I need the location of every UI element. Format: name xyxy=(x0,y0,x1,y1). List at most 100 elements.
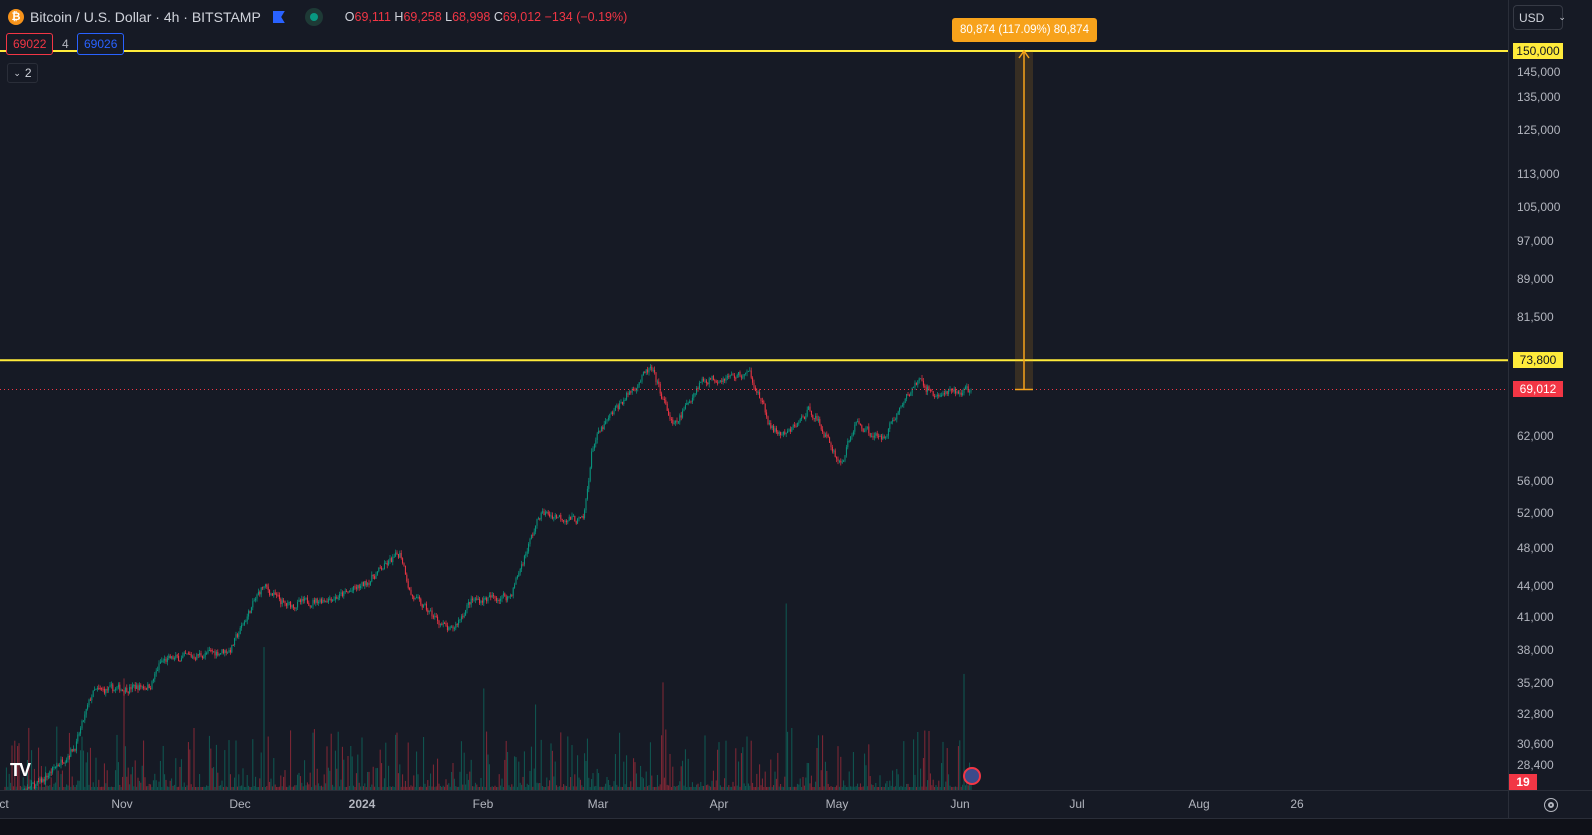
candle-body xyxy=(483,598,485,603)
volume-bar xyxy=(287,786,289,790)
candle-body xyxy=(809,406,811,411)
candle-body xyxy=(480,600,482,604)
candle-body xyxy=(871,435,873,437)
volume-bar xyxy=(28,727,30,790)
volume-bar xyxy=(725,740,727,790)
volume-bar xyxy=(43,786,45,790)
volume-bar xyxy=(717,749,719,790)
candle-body xyxy=(78,733,80,735)
volume-bar xyxy=(529,770,531,790)
volume-bar xyxy=(936,786,938,790)
candle-body xyxy=(572,515,574,517)
candle-body xyxy=(551,515,553,519)
candle-body xyxy=(238,634,240,637)
candle-body xyxy=(689,401,691,403)
volume-bar xyxy=(199,774,201,790)
symbol-legend: ₿ Bitcoin / U.S. Dollar · 4h · BITSTAMP … xyxy=(8,8,627,26)
candle-body xyxy=(178,655,180,661)
volume-bar xyxy=(304,760,306,790)
volume-bar xyxy=(220,785,222,790)
candle-body xyxy=(316,598,318,604)
volume-bar xyxy=(624,784,626,790)
candle-body xyxy=(200,653,202,656)
candle-body xyxy=(488,595,490,598)
volume-bar xyxy=(813,786,815,790)
volume-bar xyxy=(73,785,75,790)
volume-bar xyxy=(906,783,908,790)
candle-body xyxy=(581,515,583,518)
candle-body xyxy=(423,604,425,608)
volume-bar xyxy=(574,774,576,790)
candle-body xyxy=(257,592,259,595)
buy-price-button[interactable]: 69026 xyxy=(77,33,125,55)
volume-bar xyxy=(368,771,370,790)
volume-bar xyxy=(340,779,342,790)
sell-price-button[interactable]: 69022 xyxy=(6,33,54,55)
candle-body xyxy=(410,589,412,595)
volume-bar xyxy=(799,778,801,790)
time-tick: Dec xyxy=(229,797,251,811)
volume-bar xyxy=(385,742,387,790)
volume-bar xyxy=(206,785,208,790)
volume-bar xyxy=(733,786,735,790)
volume-bar xyxy=(504,759,506,790)
volume-bar xyxy=(777,752,779,790)
candle-body xyxy=(77,734,79,742)
volume-bar xyxy=(882,786,884,790)
candle-body xyxy=(781,434,783,436)
volume-bar xyxy=(280,775,282,790)
volume-bar xyxy=(703,785,705,790)
volume-bar xyxy=(641,776,643,790)
candle-body xyxy=(589,467,591,481)
time-axis[interactable]: ct Nov Dec 2024 Feb Mar Apr May Jun Jul Aug 26 xyxy=(0,790,1508,818)
candle-body xyxy=(770,423,772,429)
price-tag-last_price: 69,012 xyxy=(1513,381,1563,398)
volume-bar xyxy=(154,773,156,790)
candle-body xyxy=(824,434,826,438)
volume-bar xyxy=(245,787,247,790)
price-axis[interactable]: USD ⌄ 145,000 135,000 125,000 113,000 105,000… xyxy=(1508,0,1592,790)
volume-bar xyxy=(934,787,936,790)
volume-bar xyxy=(39,786,41,790)
volume-bar xyxy=(735,748,737,790)
volume-bar xyxy=(150,784,152,790)
candle-body xyxy=(376,571,378,575)
candle-body xyxy=(326,600,328,603)
candle-body xyxy=(148,684,150,689)
candle-body xyxy=(844,455,846,461)
candle-body xyxy=(526,551,528,554)
volume-bar xyxy=(367,771,369,790)
volume-bar xyxy=(540,739,542,790)
volume-bar xyxy=(161,786,163,790)
volume-bar xyxy=(897,774,899,790)
indicators-collapse-button[interactable]: ⌄ 2 xyxy=(7,63,38,83)
candle-body xyxy=(263,586,265,588)
volume-bar xyxy=(15,786,17,790)
candle-body xyxy=(768,423,770,425)
volume-bar xyxy=(239,786,241,790)
volume-bar xyxy=(675,786,677,790)
volume-bar xyxy=(194,787,196,790)
candle-body xyxy=(172,656,174,660)
candle-body xyxy=(516,576,518,579)
chart-settings-button[interactable] xyxy=(1508,790,1592,818)
price-chart[interactable] xyxy=(0,0,1508,790)
volume-bar xyxy=(68,732,70,790)
candle-body xyxy=(248,610,250,617)
candle-body xyxy=(271,593,273,596)
flag-icon[interactable] xyxy=(272,11,285,23)
volume-bar xyxy=(320,785,322,790)
volume-bar xyxy=(669,753,671,790)
candle-body xyxy=(819,419,821,425)
volume-bar xyxy=(479,786,481,790)
events-flag-icon[interactable] xyxy=(963,767,981,785)
candle-body xyxy=(194,658,196,660)
candle-body xyxy=(274,592,276,595)
candle-body xyxy=(521,564,523,569)
candle-body xyxy=(603,424,605,429)
currency-select[interactable]: USD ⌄ xyxy=(1513,5,1566,30)
candle-body xyxy=(222,649,224,654)
volume-bar xyxy=(651,775,653,790)
candle-body xyxy=(311,605,313,607)
symbol-title[interactable]: Bitcoin / U.S. Dollar · 4h · BITSTAMP xyxy=(30,9,261,25)
